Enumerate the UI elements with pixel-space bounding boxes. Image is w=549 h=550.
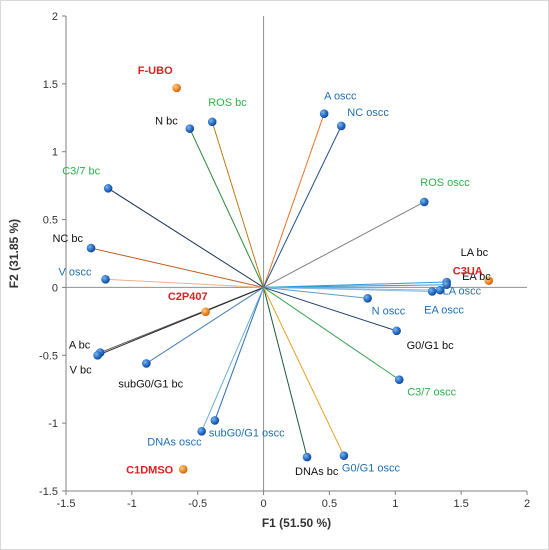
point-ros-bc [207,117,217,127]
data-points [86,83,494,474]
point-label-ea-bc: EA bc [462,271,491,283]
loading-line-ea-oscc [263,286,433,292]
point-ea-oscc [427,287,437,296]
point-label-la-bc: LA bc [461,247,489,259]
y-tick-label: -1.5 [39,486,58,498]
point-label-g0-g1-bc: G0/G1 bc [407,340,455,352]
axes: -1.5 -1 -0.5 0 0.5 1 1.5 2 -1.5 -1 -0.5 0 0.5 1 1.5 2 [39,11,530,510]
y-tick-label: -1 [48,418,58,430]
point-ros-oscc [419,197,429,207]
x-tick-label: -1.5 [57,498,76,510]
point-label-nc-bc: NC bc [52,233,83,245]
point-label-subg0-g1-oscc: subG0/G1 oscc [209,427,285,439]
point-label-c3-7-oscc: C3/7 oscc [407,387,456,399]
x-tick-label: 1 [392,498,398,510]
point-g0-g1-oscc [339,451,349,461]
x-tick-label: 1.5 [453,498,468,510]
y-tick-label: 0 [52,282,58,294]
loading-line-v-oscc [105,278,264,288]
loading-line-subg0-g1-bc [146,287,264,364]
point-c3ua [484,276,494,285]
point-la-oscc [442,280,451,290]
x-tick-label: -1 [127,498,137,510]
loading-line-a-oscc [263,113,325,288]
point-label-ea-oscc: EA oscc [424,305,464,317]
point-label-v-bc: V bc [70,364,93,376]
y-tick-label: 1.5 [43,79,58,91]
loading-line-c3-7-bc [107,187,264,288]
point-label-c3-7-bc: C3/7 bc [62,165,100,177]
point-label-n-bc: N bc [155,116,178,128]
loading-line-subg0-g1-oscc [214,287,265,421]
point-label-f-ubo: F-UBO [138,65,173,77]
y-axis-title: F2 (31.85 %) [7,219,21,288]
point-label-ros-oscc: ROS oscc [420,177,470,189]
point-a-oscc [319,109,329,119]
point-label-c3ua: C3UA [453,266,483,278]
loading-line-g0-g1-bc [263,286,397,332]
point-label-subg0-g1-bc: subG0/G1 bc [118,378,183,390]
loading-lines [90,113,447,458]
point-label-n-oscc: N oscc [372,305,406,317]
y-tick-label: 1 [52,147,58,159]
point-label-la-oscc: LA oscc [443,286,482,298]
x-tick-label: 2 [524,498,530,510]
loading-line-c3-7-oscc [263,287,400,381]
point-ea-bc [435,285,445,295]
point-label-c1dmso: C1DMSO [126,464,174,476]
y-tick-label: 2 [52,11,58,23]
loading-line-g0-g1-oscc [263,287,345,456]
point-v-oscc [101,274,110,284]
loading-line-n-bc [189,128,265,288]
x-tick-label: -0.5 [188,498,207,510]
point-c1dmso [178,464,188,474]
loading-line-ros-bc [211,121,265,288]
loading-line-nc-bc [90,247,264,288]
point-subg0-g1-oscc [210,416,220,425]
y-tick-label: -0.5 [39,350,58,362]
x-tick-label: 0 [261,498,267,510]
point-subg0-g1-bc [142,359,151,368]
loading-line-nc-oscc [263,125,342,288]
loading-line-dnas-bc [263,287,308,458]
point-label-dnas-oscc: DNAs oscc [147,436,202,448]
point-c3-7-bc [103,184,113,193]
loading-line-dnas-oscc [201,287,265,432]
loading-line-n-oscc [263,286,368,299]
point-label-g0-g1-oscc: G0/G1 oscc [342,463,401,475]
point-label-dnas-bc: DNAs bc [295,466,339,478]
point-label-ros-bc: ROS bc [208,97,247,109]
point-c3-7-oscc [394,375,404,385]
y-tick-label: 0.5 [43,215,58,227]
loading-line-v-bc [97,286,264,356]
point-g0-g1-bc [392,326,401,336]
point-label-v-oscc: V oscc [58,266,92,278]
point-dnas-oscc [197,426,206,436]
point-v-bc [93,350,102,360]
loading-line-ros-oscc [263,201,425,288]
point-label-a-oscc: A oscc [324,91,357,103]
point-n-bc [185,124,195,133]
point-label-nc-oscc: NC oscc [347,107,389,119]
point-label-c2p407: C2P407 [168,291,208,303]
x-tick-label: 0.5 [322,498,337,510]
point-labels: F-UBO ROS bc N bc A oscc NC oscc C3/7 bc ROS o… [52,65,491,478]
point-dnas-bc [302,452,312,462]
point-c2p407 [201,307,210,317]
point-f-ubo [172,83,181,93]
x-axis-title: F1 (51.50 %) [262,516,331,530]
point-nc-oscc [336,121,346,131]
point-n-oscc [363,293,372,303]
point-label-a-bc: A bc [69,340,91,352]
point-nc-bc [86,243,96,253]
loading-line-la-oscc [263,284,447,288]
